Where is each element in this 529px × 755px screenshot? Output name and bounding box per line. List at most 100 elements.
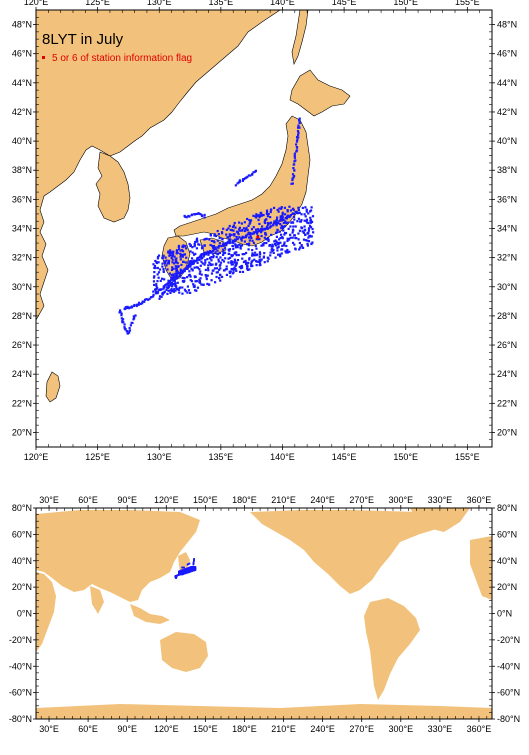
obs-point [243, 252, 246, 256]
hokkaido [289, 69, 351, 117]
obs-point [245, 226, 248, 230]
obs-point [233, 252, 236, 255]
obs-point [167, 259, 171, 263]
obs-point [224, 268, 228, 271]
obs-point [260, 231, 263, 234]
obs-point [156, 291, 159, 295]
obs-point [234, 184, 237, 187]
obs-point [160, 277, 164, 280]
obs-point [247, 242, 251, 245]
obs-point [260, 213, 263, 216]
obs-point [161, 256, 164, 259]
obs-point [276, 249, 279, 252]
obs-point [198, 280, 201, 284]
obs-point [304, 239, 307, 242]
obs-point [292, 167, 295, 170]
obs-point [227, 257, 230, 260]
obs-point [235, 251, 238, 254]
obs-point [214, 281, 217, 284]
lat-tick-label: 60°N [497, 529, 517, 539]
obs-point [303, 219, 306, 222]
obs-point [252, 241, 255, 245]
obs-point [293, 174, 296, 178]
obs-point [302, 231, 306, 234]
obs-point [170, 273, 173, 277]
obs-point [292, 215, 296, 219]
obs-point [231, 254, 234, 257]
obs-point [251, 252, 254, 255]
obs-point [172, 273, 175, 276]
obs-point [179, 270, 182, 273]
obs-point [205, 237, 208, 240]
obs-point [241, 257, 244, 260]
obs-point [193, 243, 196, 246]
obs-point [291, 182, 294, 185]
obs-point [308, 210, 312, 213]
obs-point [255, 213, 258, 216]
obs-point [195, 266, 198, 269]
obs-point [170, 268, 174, 272]
obs-point [259, 211, 263, 214]
obs-point [123, 307, 126, 311]
lon-tick-label: 210°E [271, 724, 296, 734]
lon-tick-label: 150°E [193, 495, 218, 505]
obs-point [156, 266, 159, 270]
obs-point [194, 252, 197, 256]
obs-point [232, 247, 235, 251]
obs-point [279, 241, 282, 244]
obs-point [222, 260, 226, 263]
obs-point [306, 221, 309, 224]
obs-point [213, 246, 217, 249]
obs-point [161, 265, 164, 268]
obs-point [206, 267, 210, 270]
obs-point [259, 253, 262, 256]
obs-point [247, 231, 250, 234]
obs-point [219, 261, 223, 264]
obs-point [247, 232, 250, 236]
obs-point [240, 239, 243, 242]
obs-point [289, 209, 293, 212]
obs-point [227, 227, 230, 230]
obs-point [235, 254, 238, 257]
obs-point [204, 261, 207, 264]
lon-tick-label: 150°E [393, 452, 418, 462]
obs-point [153, 283, 156, 287]
obs-point [212, 256, 215, 259]
obs-point [193, 245, 196, 248]
obs-point [191, 246, 194, 249]
obs-point [185, 256, 188, 259]
obs-point [294, 248, 297, 251]
obs-point [190, 567, 192, 569]
obs-point [293, 169, 296, 172]
obs-point [249, 231, 252, 235]
obs-point [172, 290, 176, 293]
obs-point [150, 296, 153, 299]
obs-point [175, 285, 178, 288]
obs-point [238, 179, 241, 182]
obs-point [185, 569, 187, 571]
obs-point [306, 244, 309, 247]
obs-point [310, 206, 313, 209]
obs-point [193, 275, 196, 278]
obs-point [204, 273, 207, 277]
obs-point [297, 124, 300, 127]
obs-point [187, 568, 190, 570]
obs-point [164, 256, 167, 259]
obs-point [269, 251, 272, 254]
obs-point [294, 211, 297, 214]
obs-point [204, 253, 208, 256]
obs-point [167, 284, 170, 287]
lat-tick-label: 20°N [12, 582, 32, 592]
obs-point [210, 251, 213, 254]
lon-tick-label: 90°E [117, 495, 137, 505]
lat-tick-label: 42°N [497, 107, 517, 117]
obs-point [184, 244, 187, 248]
obs-point [281, 248, 284, 251]
obs-point [236, 258, 240, 262]
obs-point [209, 243, 212, 247]
obs-point [231, 239, 234, 242]
obs-point [183, 253, 186, 256]
obs-point [244, 259, 247, 263]
obs-point [200, 214, 203, 217]
obs-point [218, 268, 221, 271]
